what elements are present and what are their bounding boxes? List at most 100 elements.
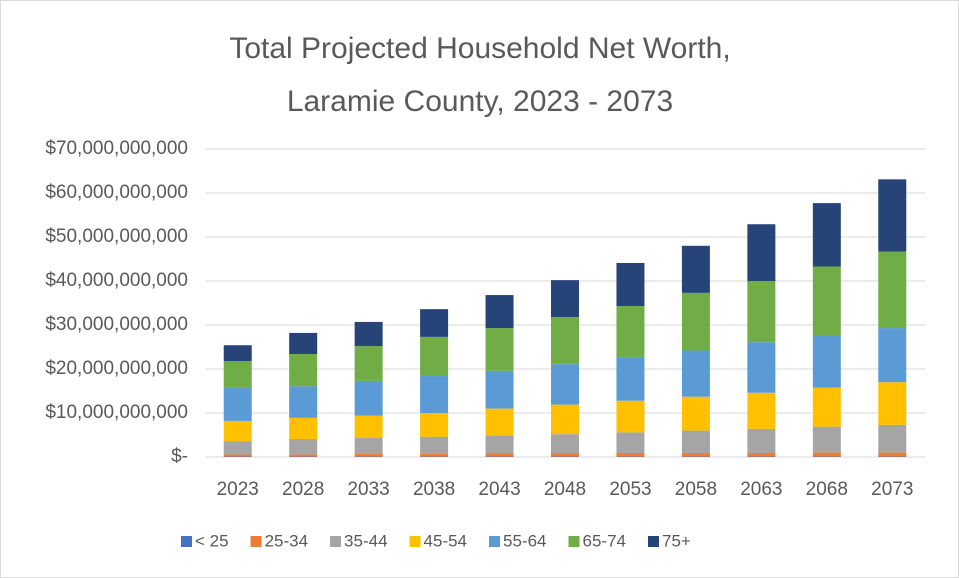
chart-title: Laramie County, 2023 - 2073 [287,85,673,118]
bar-segment [354,321,383,347]
bar-segment [616,400,645,433]
bar-segment [551,434,579,454]
bar-segment [616,357,645,401]
x-tick-label: 2033 [347,479,389,500]
bar-segment [878,382,907,425]
bar-segment [354,346,383,381]
x-tick-label: 2063 [740,479,782,500]
legend-label: 45-54 [424,531,467,550]
bar-segment [616,453,645,457]
bar-segment [223,441,252,455]
x-tick-label: 2023 [217,479,259,500]
bar-segment [485,295,514,329]
bar-segment [747,224,776,281]
bar-segment [812,387,841,427]
bar-segment [747,392,776,429]
x-tick-label: 2058 [675,479,717,500]
bar-segment [223,345,252,362]
bar-segment [485,328,514,371]
bar-segment [420,453,449,457]
bar-segment [289,386,318,418]
y-tick-label: $50,000,000,000 [45,226,188,247]
bar-segment [289,438,318,455]
bar-segment [551,404,579,435]
bar-segment [747,428,776,454]
y-tick-label: $- [171,446,188,467]
legend-swatch [409,536,421,547]
bar-segment [551,364,579,405]
x-tick-label: 2043 [478,479,520,500]
bar-segment [420,376,449,413]
x-tick-label: 2048 [544,479,586,500]
bar-segment [878,251,907,329]
x-tick-label: 2073 [871,479,913,500]
bar-segment [616,432,645,454]
bar-segment [289,417,318,439]
legend-swatch [250,536,262,547]
bar-segment [681,350,710,397]
bar-segment [485,435,514,454]
y-tick-label: $20,000,000,000 [45,358,188,379]
legend-swatch [181,536,192,547]
y-tick-label: $70,000,000,000 [45,138,188,159]
bar-segment [812,266,841,336]
legend-label: 65-74 [583,531,626,550]
y-tick-label: $10,000,000,000 [45,402,188,423]
bar-segment [812,203,841,267]
bar-segment [681,396,710,431]
bar-segment [551,453,579,457]
bar-segment [681,245,710,293]
bar-segment [485,370,514,409]
bar-segment [747,453,776,457]
bar-segment [878,424,907,453]
bar-segment [223,420,252,442]
bar-segment [616,306,645,358]
bar-segment [747,342,776,393]
x-tick-label: 2028 [282,479,324,500]
bar-segment [289,332,318,355]
legend-label: 35-44 [344,531,387,550]
bar-segment [681,430,710,454]
bar-segment [420,413,449,437]
bar-segment [289,454,318,457]
legend-swatch [489,536,501,547]
x-tick-label: 2068 [806,479,848,500]
legend-swatch [647,536,659,547]
bar-segment [420,309,449,337]
legend-label: 75+ [662,531,691,550]
bar-segment [354,453,383,457]
bar-segment [812,336,841,388]
bar-segment [616,262,645,307]
legend-swatch [568,536,580,547]
x-tick-label: 2053 [609,479,651,500]
legend-label: 25-34 [265,531,308,550]
chart-title: Total Projected Household Net Worth, [229,32,730,65]
bar-segment [812,452,841,457]
bar-segment [485,408,514,436]
legend-label: < 25 [195,531,229,550]
legend-label: 55-64 [503,531,546,550]
bar-segment [223,454,252,457]
bar-segment [420,436,449,454]
bar-segment [681,453,710,457]
bar-segment [747,281,776,343]
y-tick-label: $30,000,000,000 [45,314,188,335]
y-tick-label: $40,000,000,000 [45,270,188,291]
bar-segment [551,280,579,318]
bar-segment [223,361,252,388]
bar-segment [223,387,252,421]
bar-segment [681,292,710,351]
bar-segment [551,317,579,365]
bar-segment [485,453,514,457]
bar-segment [878,452,907,457]
bar-segment [812,426,841,453]
y-tick-label: $60,000,000,000 [45,182,188,203]
bar-segment [354,415,383,438]
bar-segment [878,328,907,383]
bar-segment [354,380,383,416]
bar-segment [878,179,907,252]
bar-segment [354,437,383,454]
bar-segment [420,336,449,377]
